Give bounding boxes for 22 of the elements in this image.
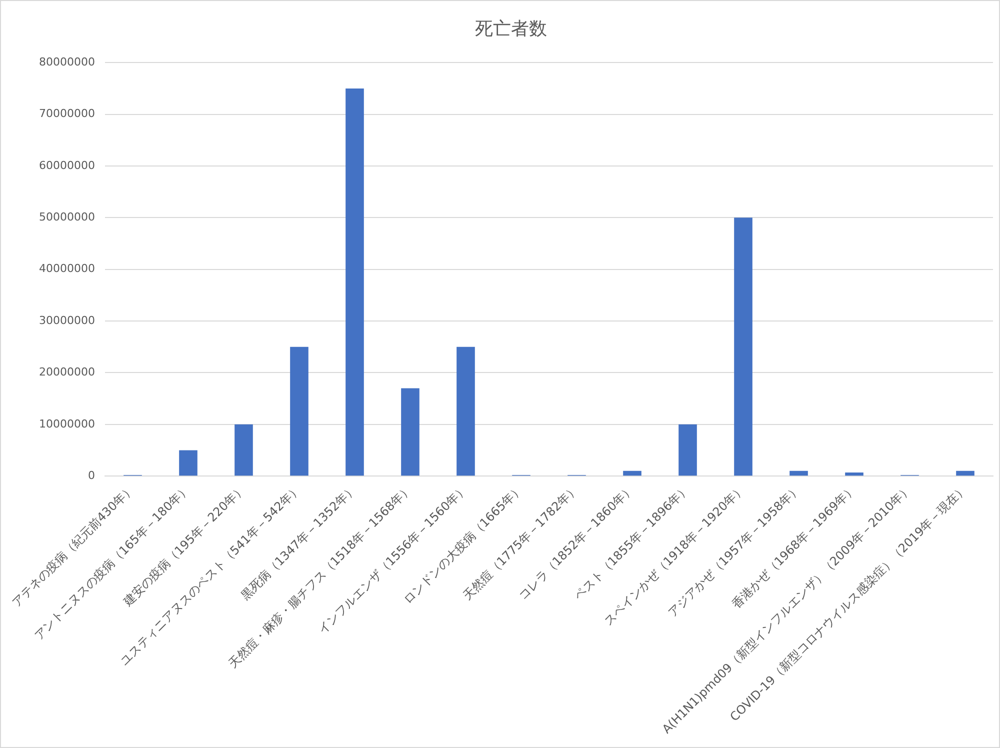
bar	[234, 424, 253, 476]
bar	[790, 470, 808, 476]
bar	[734, 218, 752, 476]
y-tick-label: 60000000	[38, 158, 95, 172]
bar	[179, 450, 198, 476]
bar	[623, 470, 642, 476]
chart-title: 死亡者数	[475, 18, 547, 40]
y-tick-label: 40000000	[38, 262, 95, 276]
bar	[956, 470, 974, 476]
bar	[290, 346, 308, 476]
bar	[346, 88, 364, 476]
y-tick-label: 10000000	[38, 417, 95, 430]
y-tick-label: 80000000	[38, 55, 95, 68]
y-tick-label: 20000000	[38, 366, 95, 379]
bar	[845, 472, 864, 476]
bar	[401, 388, 420, 476]
y-tick-label: 0	[88, 468, 95, 482]
y-tick-label: 50000000	[38, 210, 95, 224]
bar	[678, 424, 697, 476]
bar	[456, 346, 475, 476]
y-tick-label: 30000000	[38, 314, 95, 327]
y-tick-label: 70000000	[38, 107, 95, 120]
